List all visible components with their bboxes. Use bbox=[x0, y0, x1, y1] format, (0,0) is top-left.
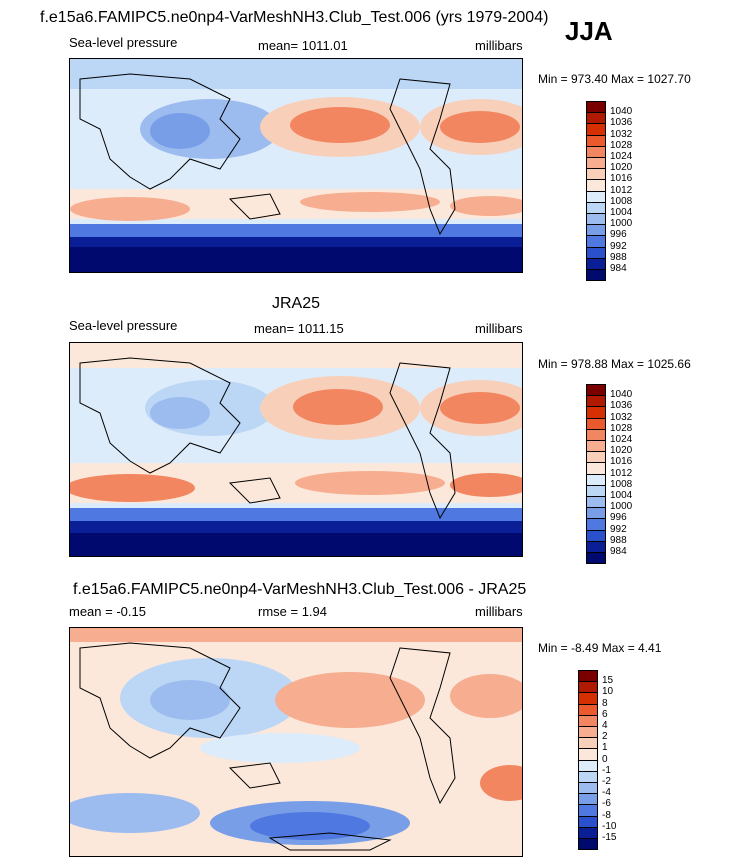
colorbar-tick-label: 1028 bbox=[610, 422, 633, 434]
panel3-map bbox=[69, 627, 523, 857]
colorbar-tick-label: 10 bbox=[602, 686, 614, 698]
colorbar-tick-label: -8 bbox=[602, 809, 611, 821]
colorbar-tick-label: 15 bbox=[602, 675, 614, 687]
colorbar-tick-label: -6 bbox=[602, 798, 611, 810]
panel3-title: f.e15a6.FAMIPC5.ne0np4-VarMeshNH3.Club_T… bbox=[73, 581, 527, 598]
colorbar-tick-label: 1016 bbox=[610, 173, 633, 185]
panel3-rmse-label: rmse = 1.94 bbox=[258, 604, 328, 619]
colorbar-tick-label: 0 bbox=[602, 753, 608, 765]
panel1-range-label: Min = 973.40 Max = 1027.70 bbox=[538, 72, 691, 86]
panel2-variable-label: Sea-level pressure bbox=[69, 318, 178, 333]
colorbar-tick-label: 1040 bbox=[610, 106, 633, 118]
panel1-mean-label: mean= 1011.01 bbox=[258, 38, 348, 53]
season-label: JJA bbox=[565, 16, 613, 46]
colorbar-tick-label: 1 bbox=[602, 742, 608, 754]
figure-title: f.e15a6.FAMIPC5.ne0np4-VarMeshNH3.Club_T… bbox=[40, 9, 549, 26]
colorbar-tick-label: 1012 bbox=[610, 184, 633, 196]
colorbar-tick-label: 8 bbox=[602, 697, 608, 709]
panel3-contour-plot bbox=[70, 628, 522, 856]
panel3-range-label: Min = -8.49 Max = 4.41 bbox=[538, 641, 662, 655]
panel1-map bbox=[69, 58, 523, 273]
panel1-variable-label: Sea-level pressure bbox=[69, 35, 178, 50]
panel2-title: JRA25 bbox=[272, 295, 321, 312]
colorbar-tick-label: 6 bbox=[602, 708, 608, 720]
colorbar-tick-label: 992 bbox=[610, 523, 627, 535]
colorbar-tick-label: 1000 bbox=[610, 218, 633, 230]
colorbar-tick-label: 996 bbox=[610, 229, 627, 241]
panel2-map bbox=[69, 342, 523, 557]
colorbar-tick-label: -4 bbox=[602, 787, 611, 799]
panel1-units-label: millibars bbox=[475, 38, 523, 53]
colorbar-tick-label: 2 bbox=[602, 731, 608, 743]
colorbar-tick-label: 984 bbox=[610, 263, 627, 274]
colorbar-tick-label: 1000 bbox=[610, 501, 633, 513]
colorbar-tick-label: 1008 bbox=[610, 195, 633, 207]
colorbar-tick-label: 1028 bbox=[610, 139, 633, 151]
colorbar-tick-label: 1032 bbox=[610, 128, 633, 140]
panel2-mean-label: mean= 1011.15 bbox=[254, 321, 344, 336]
colorbar-tick-label: 984 bbox=[610, 546, 627, 557]
colorbar-tick-label: 1040 bbox=[610, 389, 633, 401]
colorbar-tick-label: 988 bbox=[610, 534, 627, 546]
colorbar-swatch bbox=[586, 269, 606, 282]
colorbar-tick-label: 4 bbox=[602, 720, 608, 731]
colorbar-tick-label: 1036 bbox=[610, 117, 633, 129]
colorbar-tick-label: 1016 bbox=[610, 456, 633, 468]
colorbar-tick-label: 1020 bbox=[610, 445, 633, 457]
colorbar-tick-label: 1024 bbox=[610, 151, 633, 162]
colorbar-swatch bbox=[586, 552, 606, 565]
panel2-range-label: Min = 978.88 Max = 1025.66 bbox=[538, 357, 691, 371]
panel3-mean-label: mean = -0.15 bbox=[69, 604, 146, 619]
colorbar-tick-label: 1008 bbox=[610, 478, 633, 490]
panel2-units-label: millibars bbox=[475, 321, 523, 336]
colorbar-tick-label: 1012 bbox=[610, 467, 633, 479]
colorbar-tick-label: 1036 bbox=[610, 400, 633, 412]
colorbar-tick-label: -1 bbox=[602, 764, 611, 776]
colorbar-tick-label: 1004 bbox=[610, 207, 633, 218]
colorbar-tick-label: 996 bbox=[610, 512, 627, 524]
colorbar-tick-label: -10 bbox=[602, 820, 617, 832]
colorbar-tick-label: -15 bbox=[602, 832, 617, 843]
colorbar-tick-label: 1020 bbox=[610, 162, 633, 174]
panel2-contour-plot bbox=[70, 343, 522, 556]
colorbar-tick-label: -2 bbox=[602, 776, 611, 787]
colorbar-tick-label: 992 bbox=[610, 240, 627, 252]
colorbar-tick-label: 1032 bbox=[610, 411, 633, 423]
panel3-units-label: millibars bbox=[475, 604, 523, 619]
colorbar-tick-label: 1004 bbox=[610, 490, 633, 501]
panel1-contour-plot bbox=[70, 59, 522, 272]
colorbar-tick-label: 1024 bbox=[610, 434, 633, 445]
colorbar-swatch bbox=[578, 838, 598, 851]
colorbar-tick-label: 988 bbox=[610, 251, 627, 263]
